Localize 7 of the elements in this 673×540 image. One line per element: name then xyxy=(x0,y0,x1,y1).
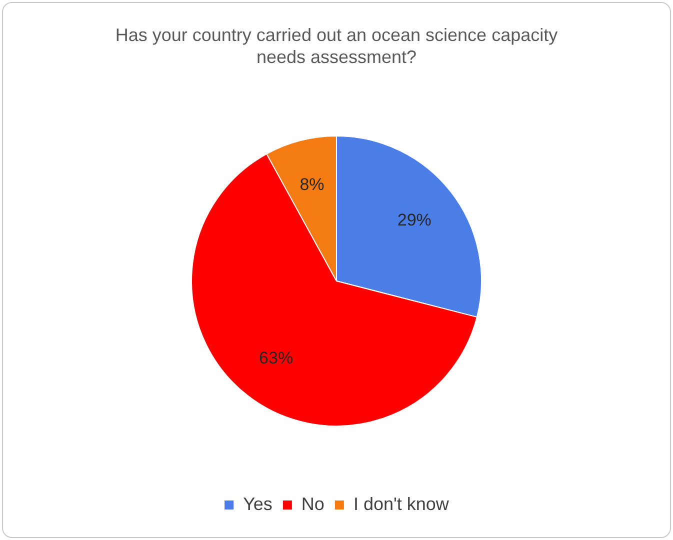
data-label: 29% xyxy=(397,210,432,230)
legend-label: Yes xyxy=(243,494,272,514)
legend-label: I don't know xyxy=(353,494,450,514)
legend-label: No xyxy=(301,494,324,514)
data-label: 63% xyxy=(259,348,294,368)
data-label: 8% xyxy=(300,175,324,194)
chart-title: Has your country carried out an ocean science capacity needs assessment? xyxy=(114,24,559,68)
